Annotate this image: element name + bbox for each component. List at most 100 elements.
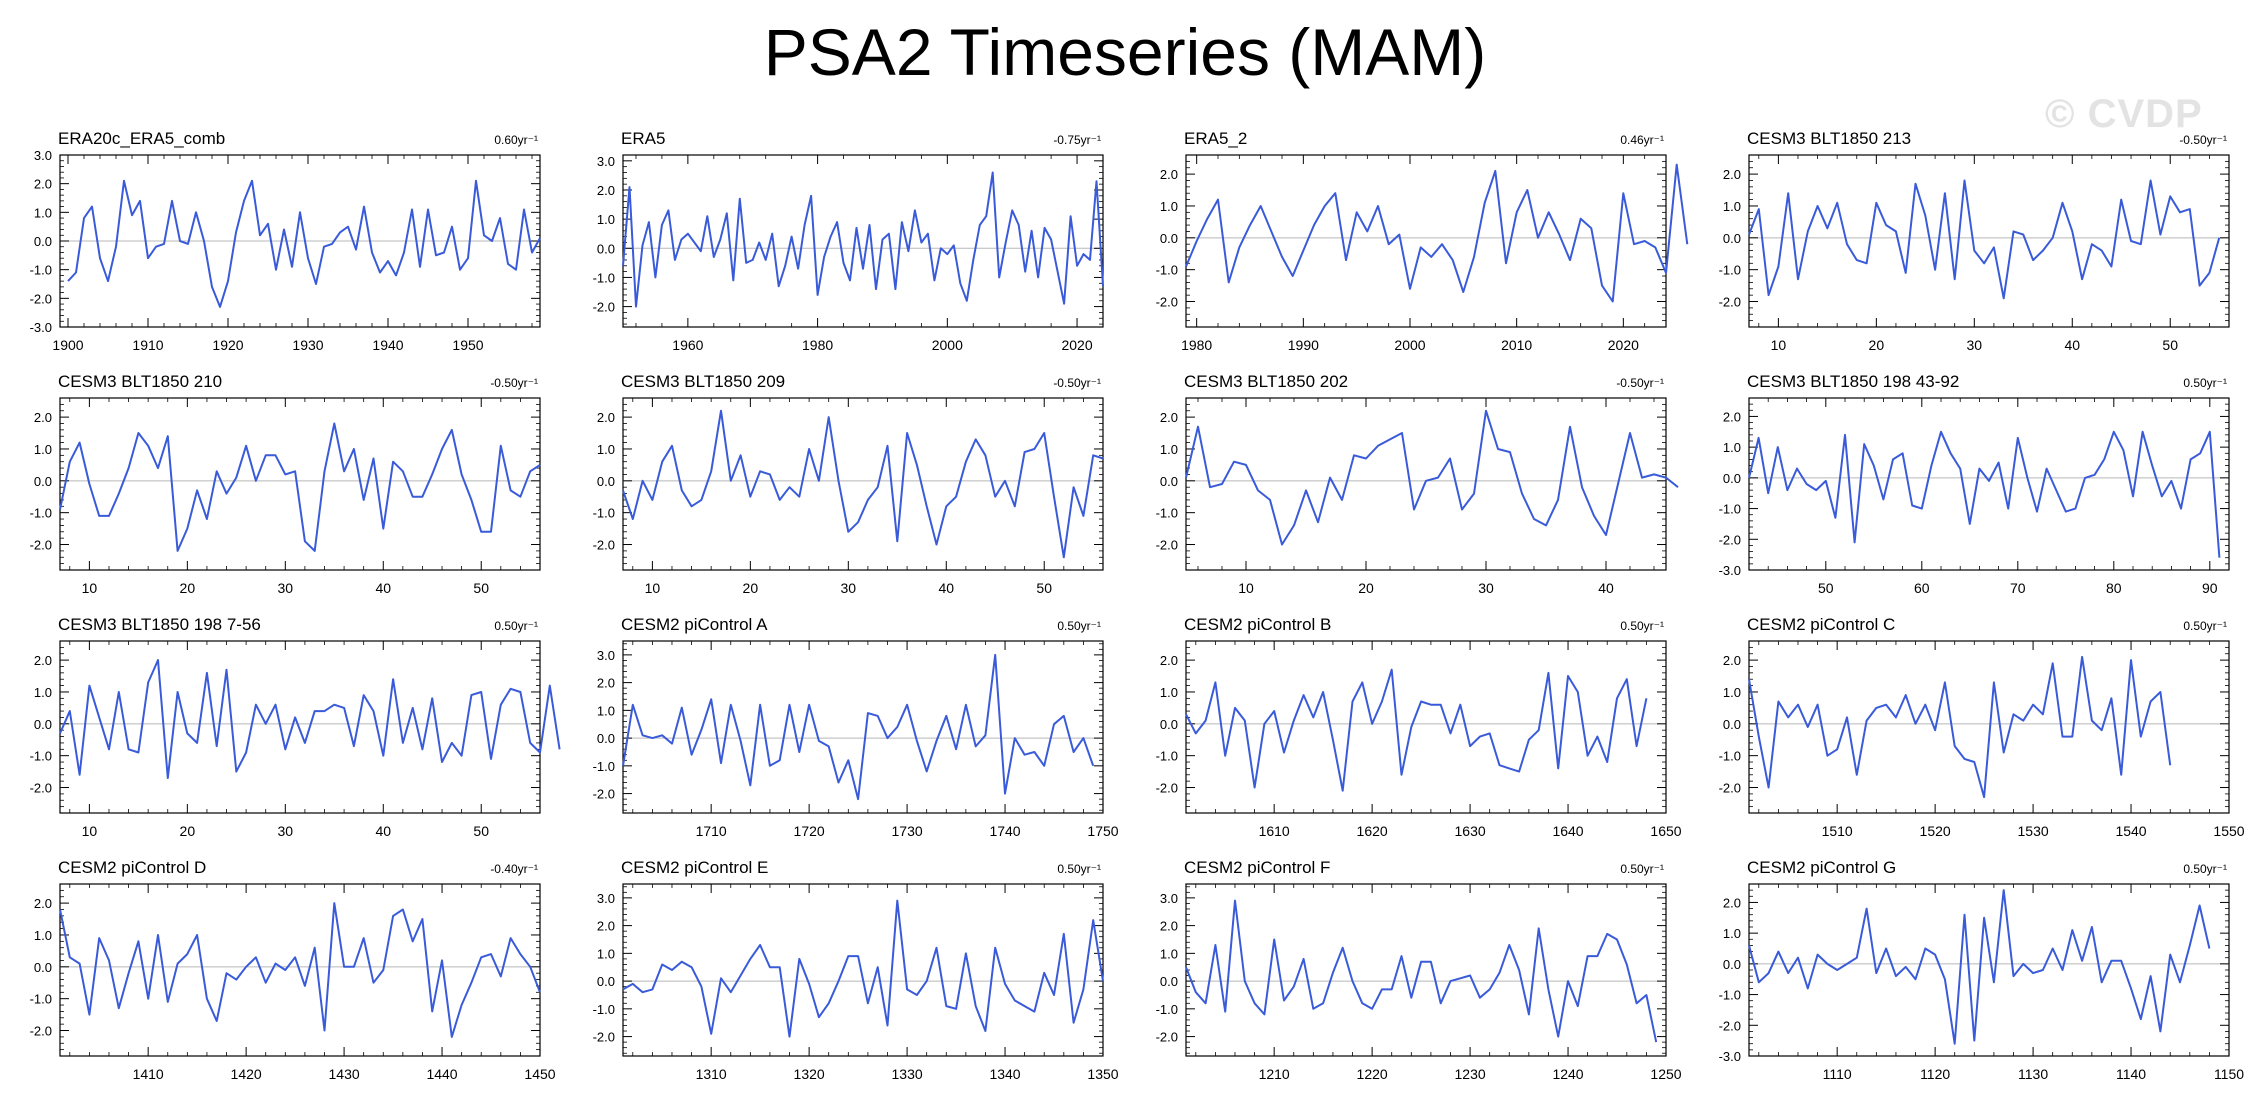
xtick-label: 1990 [1288,337,1319,353]
ytick-label: 3.0 [597,891,615,906]
xtick-label: 10 [82,823,98,839]
ytick-label: 1.0 [597,703,615,718]
panel-7: CESM3 BLT1850 202 -0.50yr⁻¹ -2.0 -1.0 0.0 1.0… [1156,372,1679,596]
xtick-label: 1310 [696,1066,727,1082]
panel-title: CESM2 piControl C [1747,615,1895,634]
xtick-label: 30 [278,580,294,596]
xtick-label: 1220 [1357,1066,1388,1082]
panel-trend: -0.40yr⁻¹ [490,862,538,876]
ytick-label: 2.0 [1160,410,1178,425]
xtick-label: 40 [2064,337,2080,353]
plot-frame [1185,883,1667,1057]
ytick-label: -2.0 [30,291,52,306]
xtick-label: 40 [375,823,391,839]
xtick-label: 30 [841,580,857,596]
panel-trend: 0.50yr⁻¹ [1620,619,1664,633]
xtick-label: 20 [1869,337,1885,353]
ytick-label: 0.0 [597,241,615,256]
xtick-label: 1740 [989,823,1020,839]
panel-2: ERA5 -0.75yr⁻¹ -2.0 -1.0 0.0 1.0 2.0 3.0 1960 198… [593,129,1104,353]
xtick-label: 1920 [212,337,243,353]
xtick-label: 1120 [1920,1066,1950,1082]
xtick-label: 1410 [133,1066,164,1082]
ytick-label: 0.0 [1160,717,1178,732]
xtick-label: 2000 [1394,337,1425,353]
xtick-label: 1930 [292,337,323,353]
ytick-label: -1.0 [1156,506,1178,521]
ytick-label: 0.0 [597,731,615,746]
xtick-label: 50 [473,580,489,596]
ytick-label: -2.0 [1156,1030,1178,1045]
ytick-label: -2.0 [593,538,615,553]
xtick-label: 1540 [2115,823,2146,839]
xtick-label: 1450 [524,1066,555,1082]
xtick-label: 80 [2106,580,2122,596]
xtick-label: 2020 [1061,337,1092,353]
ytick-label: 0.0 [34,234,52,249]
ytick-label: 1.0 [34,928,52,943]
plot-frame [1748,640,2230,814]
ytick-label: 2.0 [597,183,615,198]
panel-5: CESM3 BLT1850 210 -0.50yr⁻¹ -2.0 -1.0 0.0 1.0… [30,372,541,596]
panel-trend: -0.50yr⁻¹ [490,376,538,390]
panel-title: CESM3 BLT1850 209 [621,372,785,391]
ytick-label: -1.0 [593,1002,615,1017]
plot-frame [1185,397,1667,571]
series-line [1748,889,2211,1045]
series-line [622,899,1104,1038]
panel-4: CESM3 BLT1850 213 -0.50yr⁻¹ -2.0 -1.0 0.0 1.0… [1719,129,2230,353]
ytick-label: 2.0 [34,410,52,425]
xtick-label: 30 [278,823,294,839]
ytick-label: 1.0 [597,212,615,227]
panel-6: CESM3 BLT1850 209 -0.50yr⁻¹ -2.0 -1.0 0.0 1.0… [593,372,1104,596]
plot-frame [622,883,1104,1057]
panel-trend: 0.60yr⁻¹ [494,133,538,147]
xtick-label: 50 [2162,337,2178,353]
panel-trend: -0.75yr⁻¹ [1053,133,1101,147]
panel-title: CESM3 BLT1850 198 7-56 [58,615,261,634]
xtick-label: 1940 [372,337,403,353]
ytick-label: 3.0 [1160,891,1178,906]
ytick-label: -1.0 [30,506,52,521]
ytick-label: 3.0 [597,648,615,663]
xtick-label: 1140 [2116,1066,2146,1082]
ytick-label: -2.0 [1719,1018,1741,1033]
ytick-label: -1.0 [1156,749,1178,764]
panel-12: CESM2 piControl C 0.50yr⁻¹ -2.0 -1.0 0.0 1.0 2… [1719,615,2245,839]
panel-title: CESM3 BLT1850 210 [58,372,222,391]
plot-frame [622,154,1104,328]
ytick-label: 2.0 [597,919,615,934]
panel-trend: -0.50yr⁻¹ [1616,376,1664,390]
ytick-label: 1.0 [1160,199,1178,214]
ytick-label: 0.0 [597,474,615,489]
ytick-label: -1.0 [1156,1002,1178,1017]
xtick-label: 1980 [802,337,833,353]
series-line [59,659,561,779]
panel-title: CESM2 piControl E [621,858,768,877]
ytick-label: -1.0 [1719,988,1741,1003]
panel-13: CESM2 piControl D -0.40yr⁻¹ -2.0 -1.0 0.0 1.0… [30,858,556,1082]
xtick-label: 20 [180,580,196,596]
xtick-label: 1240 [1552,1066,1583,1082]
ytick-label: -2.0 [30,781,52,796]
xtick-label: 1330 [892,1066,923,1082]
ytick-label: 0.0 [1723,717,1741,732]
ytick-label: -1.0 [1719,263,1741,278]
series-line [622,409,1104,559]
xtick-label: 30 [1478,580,1494,596]
series-line [1185,668,1648,792]
series-line [1185,899,1658,1043]
panel-title: CESM3 BLT1850 213 [1747,129,1911,148]
ytick-label: -2.0 [30,538,52,553]
xtick-label: 10 [82,580,98,596]
ytick-label: 0.0 [1723,471,1741,486]
xtick-label: 1320 [794,1066,825,1082]
xtick-label: 1430 [329,1066,360,1082]
xtick-label: 70 [2010,580,2026,596]
panel-trend: -0.50yr⁻¹ [1053,376,1101,390]
ytick-label: 0.0 [1160,974,1178,989]
ytick-label: 0.0 [34,960,52,975]
xtick-label: 1720 [794,823,825,839]
ytick-label: 1.0 [1723,440,1741,455]
panel-15: CESM2 piControl F 0.50yr⁻¹ -2.0 -1.0 0.0 1.0 2… [1156,858,1682,1082]
